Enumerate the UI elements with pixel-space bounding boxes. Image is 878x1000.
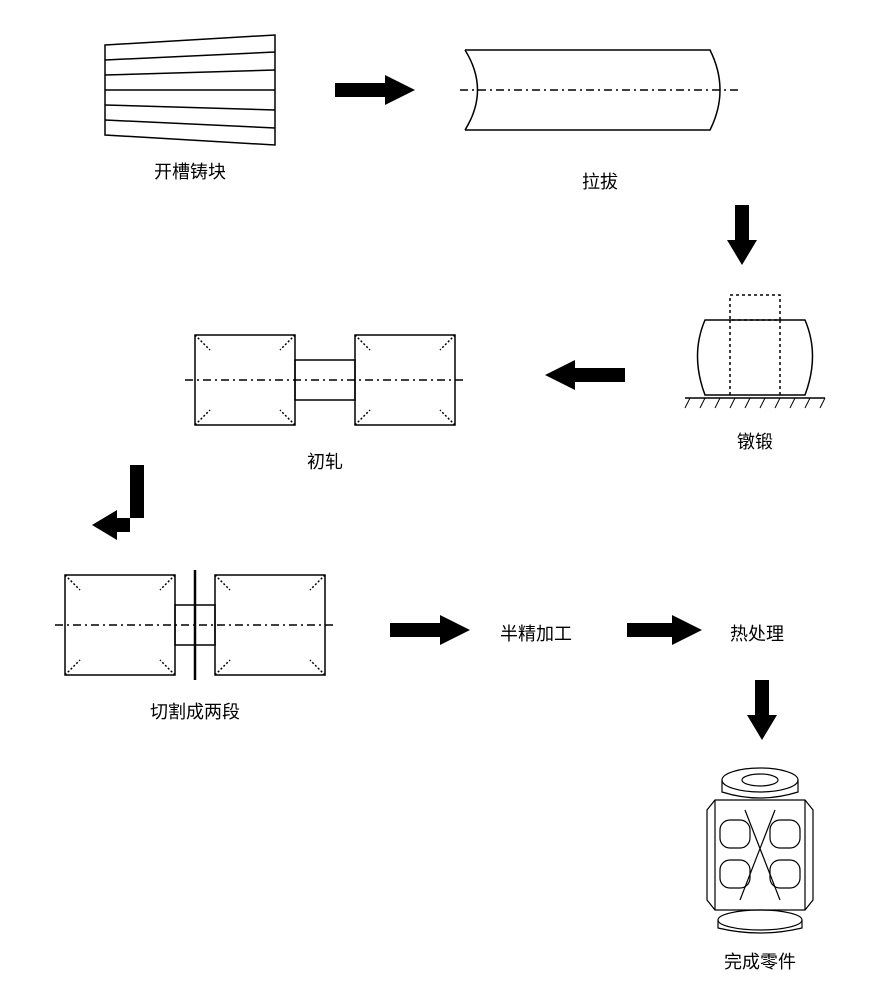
arrow-5 bbox=[385, 610, 475, 650]
arrow-2 bbox=[722, 200, 762, 270]
stage-upset-forging: 镦锻 bbox=[680, 290, 830, 454]
slotted-ingot-label: 开槽铸块 bbox=[90, 158, 290, 184]
cut-two-label: 切割成两段 bbox=[50, 698, 340, 724]
arrow-7 bbox=[742, 675, 782, 745]
stage-finished-part: 完成零件 bbox=[685, 760, 835, 974]
stage-blooming: 初轧 bbox=[180, 320, 470, 474]
finished-part-label: 完成零件 bbox=[685, 948, 835, 974]
cut-two-icon bbox=[50, 560, 340, 690]
finished-part-icon bbox=[685, 760, 835, 940]
stage-cut-two: 切割成两段 bbox=[50, 560, 340, 724]
upset-forging-label: 镦锻 bbox=[680, 428, 830, 454]
arrow-4 bbox=[90, 460, 150, 550]
arrow-3 bbox=[540, 355, 630, 395]
blooming-label: 初轧 bbox=[180, 448, 470, 474]
stage-slotted-ingot: 开槽铸块 bbox=[90, 30, 290, 184]
slotted-ingot-icon bbox=[90, 30, 290, 150]
drawing-label: 拉拔 bbox=[460, 168, 740, 194]
heat-treat-label: 热处理 bbox=[730, 620, 784, 646]
semi-finish-label: 半精加工 bbox=[500, 620, 572, 646]
upset-forging-icon bbox=[680, 290, 830, 420]
drawing-icon bbox=[460, 30, 740, 160]
blooming-icon bbox=[180, 320, 470, 440]
arrow-6 bbox=[622, 610, 707, 650]
stage-drawing: 拉拔 bbox=[460, 30, 740, 194]
arrow-1 bbox=[330, 70, 420, 110]
